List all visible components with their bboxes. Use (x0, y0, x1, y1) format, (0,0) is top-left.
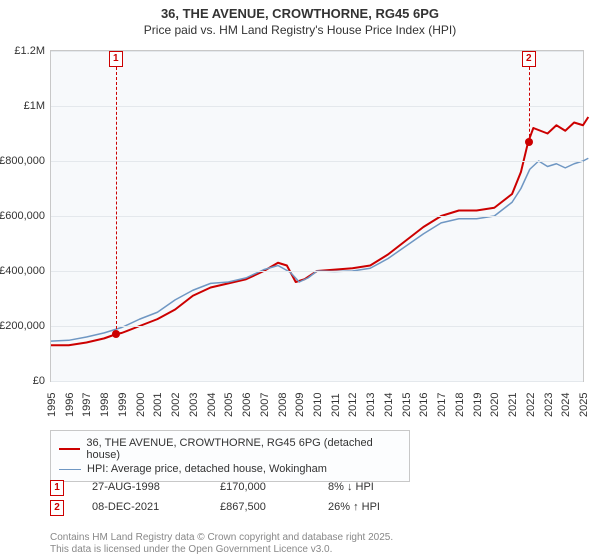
x-axis-label: 2011 (330, 393, 342, 417)
footer-attribution: Contains HM Land Registry data © Crown c… (50, 532, 393, 556)
plot-area: £0£200,000£400,000£600,000£800,000£1M£1.… (50, 50, 584, 382)
x-axis-label: 1999 (117, 393, 129, 417)
x-axis-label: 2020 (489, 393, 501, 417)
x-axis-label: 2024 (560, 393, 572, 417)
x-axis-label: 2003 (188, 393, 200, 417)
marker-date: 27-AUG-1998 (92, 478, 192, 498)
footer-line-1: Contains HM Land Registry data © Crown c… (50, 532, 393, 544)
marker-box: 1 (109, 51, 123, 67)
x-axis-label: 2017 (436, 393, 448, 417)
y-axis-label: £1M (24, 100, 45, 112)
grid-line (51, 161, 583, 162)
x-axis-label: 1998 (99, 393, 111, 417)
legend-swatch (59, 469, 81, 470)
y-axis-label: £0 (33, 375, 45, 387)
marker-dash (116, 67, 117, 334)
chart-title-main: 36, THE AVENUE, CROWTHORNE, RG45 6PG (0, 6, 600, 23)
x-axis-label: 2000 (135, 393, 147, 417)
x-axis-label: 2004 (206, 393, 218, 417)
x-axis-label: 2006 (241, 393, 253, 417)
x-axis-label: 2002 (170, 393, 182, 417)
grid-line (51, 271, 583, 272)
legend-swatch (59, 448, 80, 450)
marker-dot (112, 330, 120, 338)
legend-item: 36, THE AVENUE, CROWTHORNE, RG45 6PG (de… (59, 437, 401, 461)
marker-dot (525, 138, 533, 146)
x-axis-label: 1996 (64, 393, 76, 417)
legend-label: HPI: Average price, detached house, Woki… (87, 463, 327, 475)
x-axis-label: 2010 (312, 393, 324, 417)
x-axis-label: 2015 (401, 393, 413, 417)
x-axis-label: 1997 (81, 393, 93, 417)
x-axis-label: 2007 (259, 393, 271, 417)
marker-price: £867,500 (220, 498, 300, 518)
marker-table-row: 1 27-AUG-1998 £170,000 8% ↓ HPI (50, 478, 428, 498)
marker-dash (529, 67, 530, 142)
marker-delta: 8% ↓ HPI (328, 478, 428, 498)
x-axis-label: 1995 (46, 393, 58, 417)
y-axis-label: £600,000 (0, 210, 45, 222)
marker-price: £170,000 (220, 478, 300, 498)
legend-label: 36, THE AVENUE, CROWTHORNE, RG45 6PG (de… (86, 437, 401, 461)
marker-table-row: 2 08-DEC-2021 £867,500 26% ↑ HPI (50, 498, 428, 518)
x-axis-label: 2021 (507, 393, 519, 417)
series-line-hpi (51, 158, 588, 341)
grid-line (51, 326, 583, 327)
y-axis-label: £1.2M (14, 45, 45, 57)
series-line-price_paid (51, 117, 588, 345)
x-axis-label: 2009 (294, 393, 306, 417)
x-axis-label: 2023 (543, 393, 555, 417)
x-axis-label: 2025 (578, 393, 590, 417)
y-axis-label: £200,000 (0, 320, 45, 332)
marker-table-box: 2 (50, 500, 64, 516)
grid-line (51, 381, 583, 382)
grid-line (51, 51, 583, 52)
y-axis-label: £800,000 (0, 155, 45, 167)
marker-table-box: 1 (50, 480, 64, 496)
x-axis-label: 2012 (347, 393, 359, 417)
x-axis-label: 2005 (223, 393, 235, 417)
footer-line-2: This data is licensed under the Open Gov… (50, 544, 393, 556)
marker-date: 08-DEC-2021 (92, 498, 192, 518)
chart-title-sub: Price paid vs. HM Land Registry's House … (0, 23, 600, 39)
x-axis-label: 2019 (472, 393, 484, 417)
legend-box: 36, THE AVENUE, CROWTHORNE, RG45 6PG (de… (50, 430, 410, 482)
legend-item: HPI: Average price, detached house, Woki… (59, 463, 401, 475)
x-axis-label: 2018 (454, 393, 466, 417)
chart-title-block: 36, THE AVENUE, CROWTHORNE, RG45 6PG Pri… (0, 0, 600, 38)
x-axis-label: 2014 (383, 393, 395, 417)
grid-line (51, 106, 583, 107)
x-axis-label: 2013 (365, 393, 377, 417)
x-axis-label: 2016 (418, 393, 430, 417)
x-axis-label: 2008 (277, 393, 289, 417)
marker-table: 1 27-AUG-1998 £170,000 8% ↓ HPI 2 08-DEC-2021… (50, 478, 428, 518)
marker-delta: 26% ↑ HPI (328, 498, 428, 518)
x-axis-label: 2001 (152, 393, 164, 417)
marker-box: 2 (522, 51, 536, 67)
y-axis-label: £400,000 (0, 265, 45, 277)
grid-line (51, 216, 583, 217)
x-axis-label: 2022 (525, 393, 537, 417)
